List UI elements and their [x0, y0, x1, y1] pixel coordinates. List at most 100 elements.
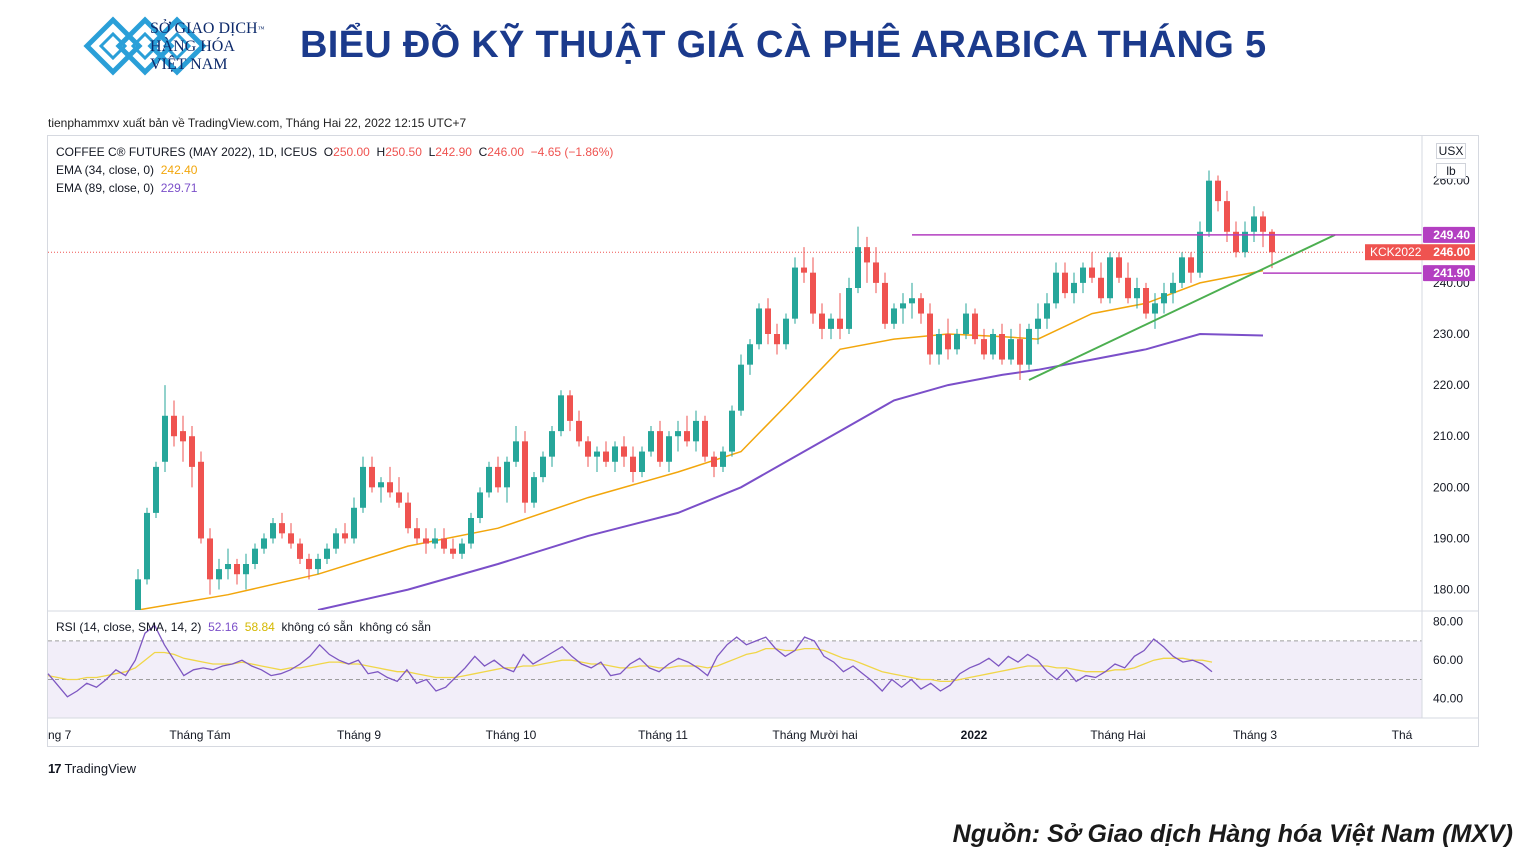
candle-body — [621, 446, 627, 457]
candle-body — [252, 548, 258, 564]
candle-body — [846, 288, 852, 329]
candle-body — [864, 247, 870, 263]
candle — [576, 410, 582, 447]
candle — [1161, 282, 1167, 314]
close-value: 246.00 — [487, 145, 524, 159]
currency-unit-button[interactable]: USX — [1436, 143, 1466, 159]
candle-body — [801, 267, 807, 273]
candle — [216, 558, 222, 590]
candle — [603, 441, 609, 467]
candle-body — [261, 538, 267, 549]
symbol-tag-text: KCK2022 — [1370, 245, 1422, 259]
candle-body — [153, 466, 159, 513]
candle — [990, 328, 996, 360]
candle-body — [558, 395, 564, 432]
candle — [207, 528, 213, 595]
candle-body — [360, 466, 366, 508]
time-axis-label: Tháng 10 — [486, 728, 537, 742]
candle — [1125, 262, 1131, 304]
candle — [945, 318, 951, 360]
candle — [900, 293, 906, 324]
candle — [954, 328, 960, 355]
candle-body — [405, 502, 411, 529]
candle-body — [1206, 180, 1212, 232]
candle-body — [270, 523, 276, 539]
candle-body — [1017, 339, 1023, 365]
weight-unit-button[interactable]: lb — [1436, 163, 1466, 179]
legend-ema34: EMA (34, close, 0) 242.40 — [56, 163, 197, 177]
candle-body — [747, 344, 753, 365]
candle — [189, 426, 195, 488]
ema89-value: 229.71 — [160, 181, 198, 195]
candle — [810, 257, 816, 324]
candle — [1107, 252, 1113, 304]
candle-body — [1188, 257, 1194, 273]
candle-body — [603, 451, 609, 462]
candle — [1071, 272, 1077, 304]
candle — [720, 446, 726, 472]
candle-body — [351, 507, 357, 539]
candle — [657, 420, 663, 467]
candle — [774, 323, 780, 355]
candle — [297, 538, 303, 564]
candle-body — [189, 436, 195, 467]
time-axis-label: Tháng Hai — [1090, 728, 1145, 742]
candle — [153, 461, 159, 518]
candle-body — [1143, 288, 1149, 314]
candle — [963, 303, 969, 340]
rsi-line — [47, 624, 1213, 698]
time-axis-label: Thá — [1392, 728, 1413, 742]
candle-body — [369, 466, 375, 488]
candle — [918, 293, 924, 324]
rsi-value: 52.16 — [208, 620, 239, 634]
open-value: 250.00 — [333, 145, 370, 159]
candle — [198, 451, 204, 544]
candle-body — [684, 431, 690, 442]
rsi-panel: 40.00 60.00 80.00 — [47, 615, 1463, 719]
candle — [378, 477, 384, 503]
candle — [342, 523, 348, 544]
legend-rsi: RSI (14, close, SMA, 14, 2) 52.16 58.84 … — [56, 620, 431, 634]
candle — [1008, 328, 1014, 365]
mxv-logo — [83, 16, 207, 76]
candle — [1224, 190, 1230, 242]
candle-body — [585, 441, 591, 457]
candle — [549, 426, 555, 467]
candle — [504, 456, 510, 503]
candle-body — [1125, 277, 1131, 299]
rsi-na-2: không có sẵn — [359, 620, 431, 634]
candle — [1089, 252, 1095, 283]
candle — [387, 466, 393, 498]
candle — [1080, 262, 1086, 294]
candle — [306, 553, 312, 580]
candle — [1170, 272, 1176, 304]
candle — [1260, 211, 1266, 248]
candle — [630, 446, 636, 483]
candle — [1098, 262, 1104, 304]
candle-body — [1269, 231, 1275, 253]
tradingview-logo[interactable]: 17 TradingView — [48, 761, 136, 776]
candle — [1116, 252, 1122, 283]
high-label: H — [376, 145, 386, 159]
candle-body — [999, 334, 1005, 360]
candle — [225, 548, 231, 580]
candle — [864, 236, 870, 283]
time-axis-label: Tháng Mười hai — [772, 728, 857, 742]
candle-body — [540, 456, 546, 478]
candle-body — [738, 364, 744, 411]
candle-body — [981, 339, 987, 355]
time-axis-label: Tháng 9 — [337, 728, 381, 742]
candle — [819, 303, 825, 340]
candle-body — [1170, 282, 1176, 294]
candle — [675, 420, 681, 452]
candle — [486, 461, 492, 498]
candle-body — [414, 528, 420, 539]
rsi-tick-label: 80.00 — [1433, 615, 1463, 629]
rsi-tick-label: 60.00 — [1433, 653, 1463, 667]
candle — [396, 477, 402, 508]
rsi-tick-label: 40.00 — [1433, 692, 1463, 706]
published-note: tienphammxv xuất bản về TradingView.com,… — [48, 116, 467, 130]
candle-body — [639, 451, 645, 472]
candle — [1215, 175, 1221, 212]
